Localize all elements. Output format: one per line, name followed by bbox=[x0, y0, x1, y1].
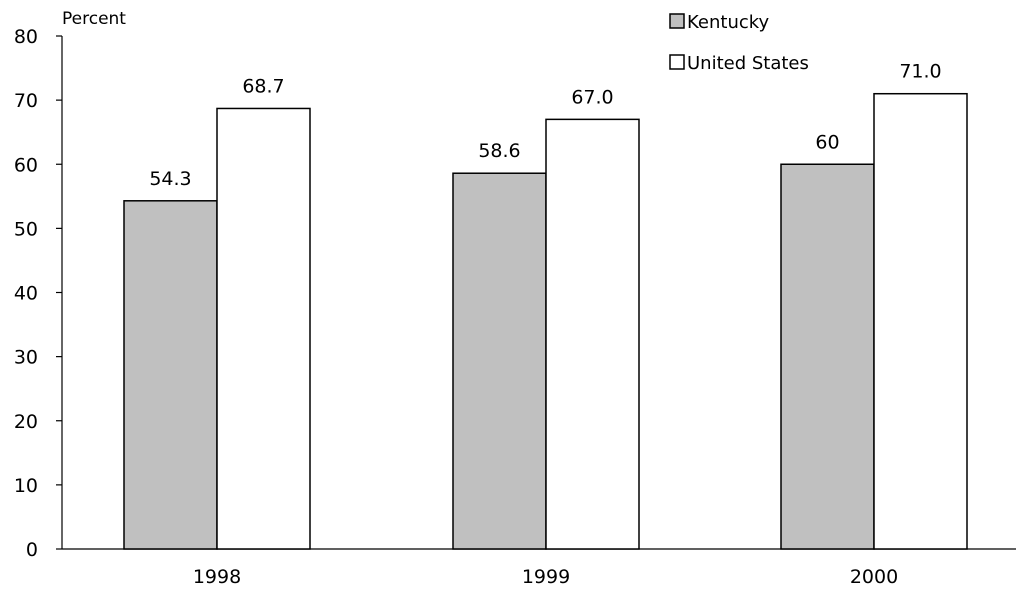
x-tick-label: 1998 bbox=[193, 566, 241, 588]
y-tick-label: 10 bbox=[14, 475, 38, 497]
y-tick-label: 80 bbox=[14, 26, 38, 48]
data-label-kentucky-2000: 60 bbox=[815, 131, 839, 153]
y-tick-label: 70 bbox=[14, 90, 38, 112]
bar-united-states-1998 bbox=[216, 107, 311, 550]
y-tick-label: 30 bbox=[14, 347, 38, 369]
legend-swatch-united-states bbox=[669, 54, 685, 70]
y-tick-label: 50 bbox=[14, 218, 38, 240]
data-labels: 54.3 68.7 58.6 67.0 60 71.0 bbox=[149, 61, 941, 190]
bar-kentucky-2000 bbox=[780, 163, 875, 550]
y-tick-label: 0 bbox=[26, 539, 38, 561]
data-label-kentucky-1998: 54.3 bbox=[149, 168, 191, 190]
legend-label-kentucky: Kentucky bbox=[687, 12, 770, 33]
bar-united-states-2000 bbox=[873, 92, 968, 550]
data-label-united-states-1998: 68.7 bbox=[242, 75, 284, 97]
y-tick-label: 40 bbox=[14, 283, 38, 305]
x-tick-label: 2000 bbox=[850, 566, 898, 588]
y-axis-label: Percent bbox=[62, 9, 126, 29]
bar-united-states-1999 bbox=[545, 118, 640, 550]
bars bbox=[123, 92, 968, 550]
data-label-kentucky-1999: 58.6 bbox=[478, 140, 520, 162]
x-tick-label: 1999 bbox=[522, 566, 570, 588]
legend-label-united-states: United States bbox=[687, 53, 809, 74]
axes: 0 10 20 30 40 50 60 70 80 1998 1999 2000 bbox=[14, 26, 1016, 588]
legend: Kentucky United States bbox=[669, 12, 809, 74]
data-label-united-states-2000: 71.0 bbox=[899, 61, 941, 83]
bar-kentucky-1999 bbox=[452, 172, 547, 550]
data-label-united-states-1999: 67.0 bbox=[571, 86, 613, 108]
y-tick-label: 20 bbox=[14, 411, 38, 433]
legend-swatch-kentucky bbox=[669, 13, 685, 29]
y-tick-label: 60 bbox=[14, 154, 38, 176]
bar-kentucky-1998 bbox=[123, 200, 218, 550]
